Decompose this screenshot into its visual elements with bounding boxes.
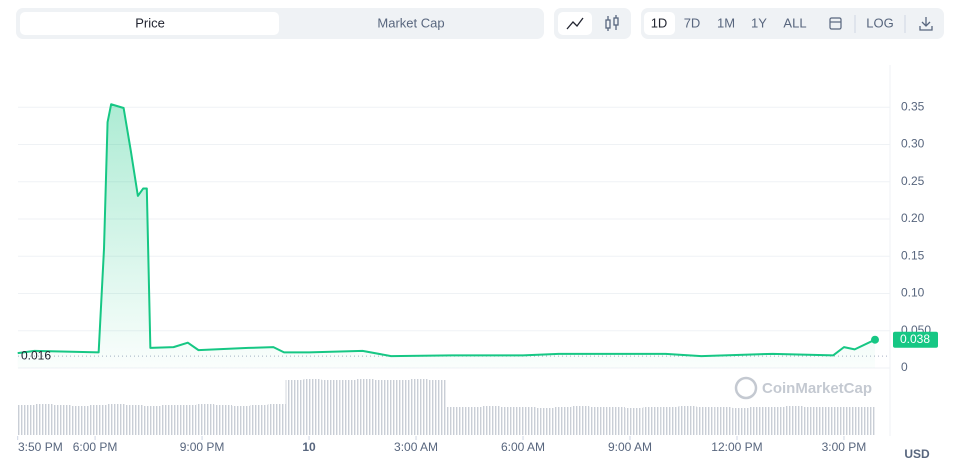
y-tick-label: 0.10 — [901, 286, 925, 300]
range-button[interactable]: 1M — [717, 15, 735, 30]
volume-bar — [857, 407, 875, 435]
volume-bar — [607, 407, 625, 435]
range-button[interactable]: ALL — [783, 15, 806, 30]
volume-bar — [642, 407, 661, 435]
volume-bar — [839, 407, 858, 435]
x-tick-label: 6:00 AM — [501, 440, 545, 454]
volume-bar — [35, 404, 54, 435]
x-tick-label: 3:50 PM — [18, 440, 63, 454]
volume-bar — [107, 404, 125, 435]
range-button[interactable]: 1Y — [751, 15, 767, 30]
y-tick-label: 0.15 — [901, 248, 925, 262]
volume-bar — [214, 405, 233, 435]
candle-icon[interactable] — [605, 15, 619, 31]
volume-bar — [285, 380, 304, 435]
line-icon — [566, 17, 584, 30]
volume-bar — [232, 406, 250, 435]
volume-bar — [428, 380, 447, 435]
volume-bar — [464, 407, 483, 435]
volume-bar — [624, 408, 643, 435]
volume-bar — [535, 408, 554, 435]
volume-bar — [821, 407, 840, 435]
volume-bar — [249, 405, 268, 435]
volume-bar — [589, 407, 608, 435]
range-button[interactable]: 1D — [651, 15, 668, 30]
baseline-label: 0.016 — [21, 348, 51, 362]
volume-bar — [410, 379, 429, 435]
volume-bar — [17, 405, 36, 435]
volume-bar — [732, 408, 750, 435]
volume-bar — [178, 405, 197, 435]
volume-bar — [392, 380, 411, 435]
range-group — [641, 8, 944, 39]
volume-bar — [553, 407, 572, 435]
volume-bar — [196, 404, 215, 435]
x-tick-label: 3:00 AM — [394, 440, 438, 454]
volume-bar — [714, 407, 733, 435]
price-tag-label: 0.038 — [900, 332, 930, 346]
volume-bar — [339, 380, 358, 435]
y-tick-label: 0.20 — [901, 211, 925, 225]
watermark-group: CoinMarketCap — [734, 376, 872, 400]
x-tick-label: 10 — [302, 440, 316, 454]
volume-bar — [160, 405, 179, 435]
download-icon[interactable] — [919, 17, 933, 31]
volume-bar — [803, 407, 822, 435]
tab[interactable]: Market Cap — [377, 15, 444, 30]
volume-bar — [374, 380, 393, 435]
volume-bar — [499, 407, 518, 435]
y-tick-label: 0.35 — [901, 99, 925, 113]
range-active[interactable] — [644, 12, 675, 35]
x-tick-label: 9:00 AM — [608, 440, 652, 454]
volume-bar — [696, 407, 715, 435]
volume-bar — [321, 380, 340, 435]
volume-bar — [678, 406, 697, 435]
watermark: CoinMarketCap — [762, 380, 872, 397]
y-tick-label: 0 — [901, 360, 908, 374]
volume-bar — [357, 379, 375, 435]
x-tick-label: 6:00 PM — [73, 440, 118, 454]
volume-bar — [571, 406, 590, 435]
volume-bar — [142, 406, 161, 435]
y-tick-label: 0.30 — [901, 137, 925, 151]
volume-bar — [482, 406, 500, 435]
volume-bar — [446, 407, 465, 435]
currency-label: USD — [904, 447, 930, 461]
x-tick-label: 12:00 PM — [711, 440, 762, 454]
range-button[interactable]: 7D — [684, 15, 701, 30]
volume-bar — [749, 407, 768, 435]
price-line — [17, 103, 876, 358]
volume-bar — [89, 405, 108, 435]
area — [17, 104, 875, 369]
calendar-icon[interactable] — [829, 17, 842, 30]
tab-active[interactable] — [20, 12, 279, 35]
log-button[interactable]: LOG — [866, 15, 893, 30]
volume-bar — [303, 379, 322, 435]
volume-bar — [767, 407, 786, 435]
x-tick-label: 9:00 PM — [180, 440, 225, 454]
tab[interactable]: Price — [135, 15, 165, 30]
price-tag — [893, 331, 938, 348]
last-point — [871, 335, 879, 344]
volume-bar — [660, 407, 679, 435]
volume-bar — [124, 405, 143, 435]
x-tick-label: 3:00 PM — [822, 440, 867, 454]
volume-bar — [517, 407, 536, 435]
volume-bar — [53, 405, 72, 435]
volume-bar — [71, 406, 90, 435]
volume-bar — [267, 404, 286, 435]
watermark-logo — [734, 376, 758, 400]
y-tick-label: 0.25 — [901, 174, 925, 188]
volume-bar — [785, 406, 804, 435]
